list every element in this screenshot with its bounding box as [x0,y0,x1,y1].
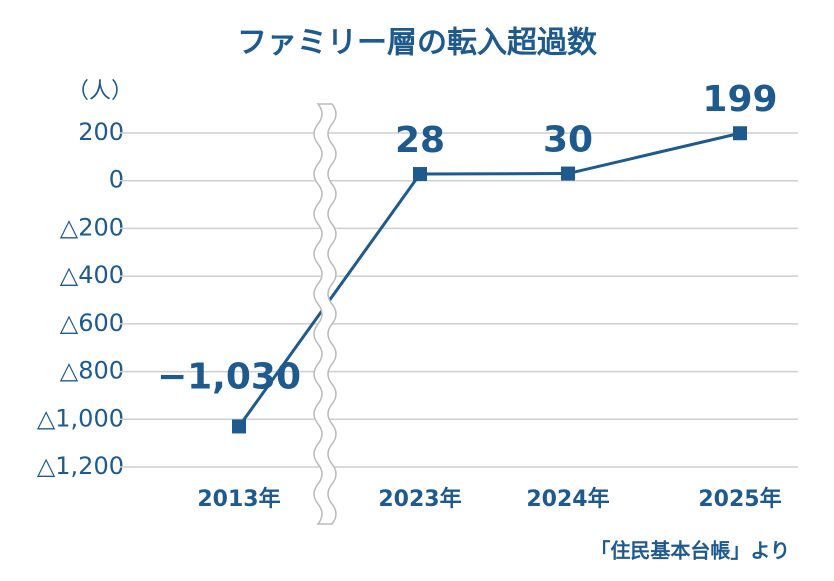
y-tick-label: 0 [109,166,124,194]
chart-title: ファミリー層の転入超過数 [237,26,598,61]
y-unit: （人） [67,79,133,104]
x-tick-label: 2025年 [698,486,781,512]
y-tick-label: △1,000 [37,404,124,432]
x-tick-label: 2023年 [378,486,461,512]
data-label: 30 [543,120,593,161]
labels: −1,030 28 30 199 [157,79,778,434]
y-tick-label: △200 [60,213,124,241]
data-label: −1,030 [157,356,301,397]
axis-break [313,103,337,525]
data-label: 199 [702,79,777,120]
marker [232,419,246,434]
x-tick-label: 2024年 [526,486,609,512]
data-label: 28 [395,120,445,161]
source-note: 「住民基本台帳」より [590,539,790,563]
y-tick-label: △800 [60,357,124,385]
y-tick-label: △600 [60,309,124,337]
y-tick-label: △1,200 [37,452,124,480]
y-tick-label: △400 [60,261,124,289]
grid: 200 0 △200 △400 △600 △800 △1,000 △1,200 2013年 202… [37,118,798,512]
marker [413,167,427,182]
marker [733,126,747,141]
marker [561,166,575,181]
y-tick-label: 200 [78,118,124,146]
x-tick-label: 2013年 [197,486,280,512]
